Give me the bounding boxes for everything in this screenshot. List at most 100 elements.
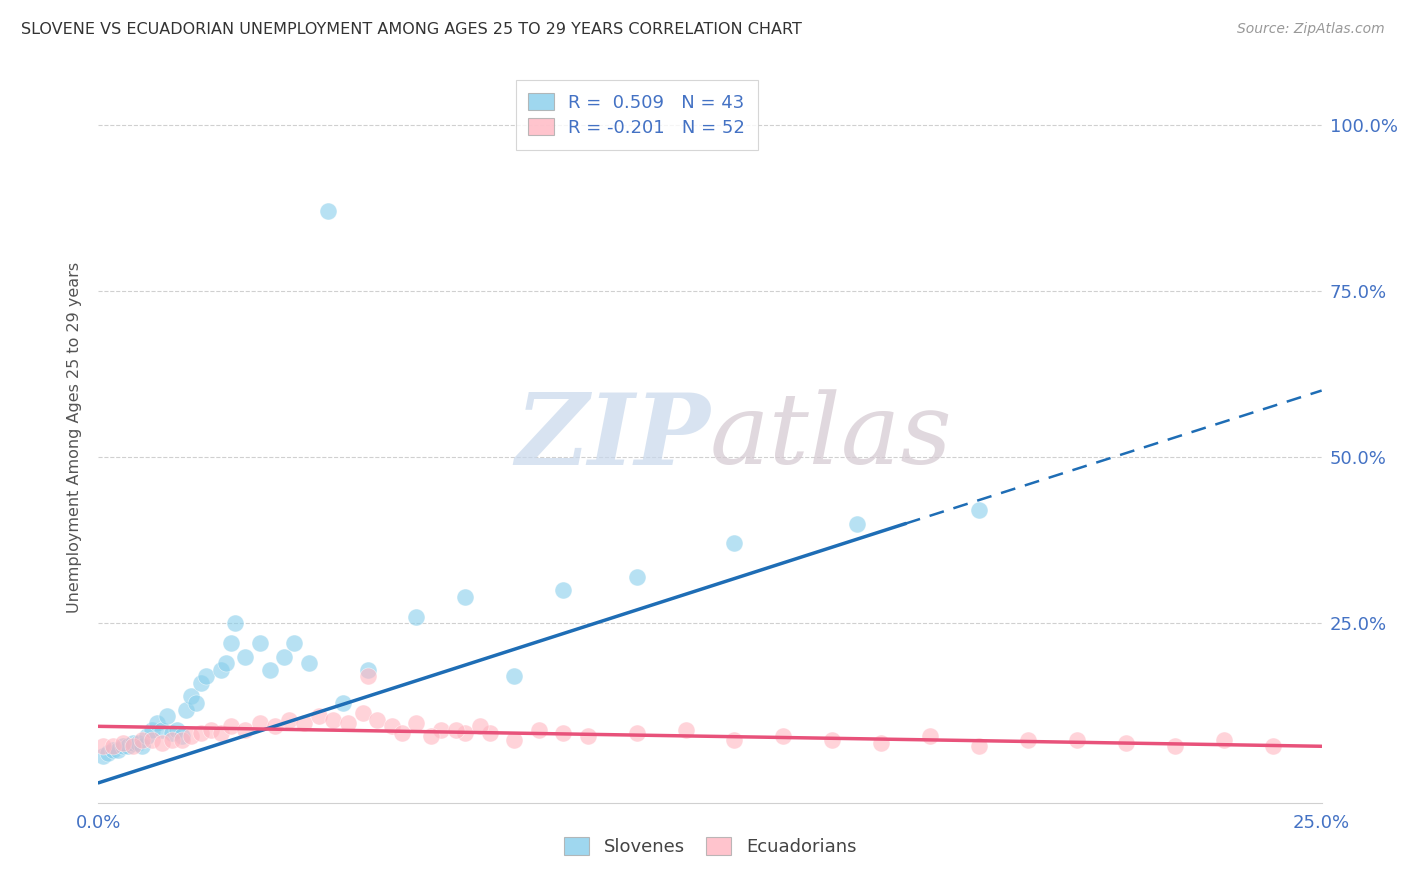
Point <box>336 716 359 731</box>
Point <box>273 649 295 664</box>
Point <box>468 719 491 733</box>
Point <box>527 723 550 737</box>
Point <box>454 590 477 604</box>
Point <box>1066 732 1088 747</box>
Point <box>91 749 114 764</box>
Y-axis label: Unemployment Among Ages 25 to 29 years: Unemployment Among Ages 25 to 29 years <box>67 261 83 613</box>
Point <box>454 726 477 740</box>
Point <box>283 636 305 650</box>
Point <box>503 732 526 747</box>
Point <box>553 726 575 740</box>
Point <box>186 696 208 710</box>
Point <box>121 739 143 754</box>
Point <box>117 739 139 754</box>
Point <box>146 716 169 731</box>
Point <box>176 703 198 717</box>
Text: Source: ZipAtlas.com: Source: ZipAtlas.com <box>1237 22 1385 37</box>
Point <box>131 732 153 747</box>
Point <box>870 736 893 750</box>
Point <box>391 726 413 740</box>
Point <box>430 723 453 737</box>
Point <box>405 609 427 624</box>
Point <box>1017 732 1039 747</box>
Point <box>332 696 354 710</box>
Point <box>190 726 212 740</box>
Point <box>626 570 648 584</box>
Point <box>249 716 271 731</box>
Point <box>967 503 990 517</box>
Point <box>111 736 134 750</box>
Point <box>209 663 232 677</box>
Point <box>845 516 868 531</box>
Point <box>553 582 575 597</box>
Point <box>141 732 163 747</box>
Point <box>224 616 246 631</box>
Point <box>322 713 344 727</box>
Point <box>209 726 232 740</box>
Point <box>180 729 202 743</box>
Legend: Slovenes, Ecuadorians: Slovenes, Ecuadorians <box>557 830 863 863</box>
Point <box>772 729 794 743</box>
Point <box>249 636 271 650</box>
Point <box>292 716 315 731</box>
Point <box>308 709 330 723</box>
Point <box>723 536 745 550</box>
Point <box>111 739 134 754</box>
Point <box>200 723 222 737</box>
Point <box>219 636 242 650</box>
Point <box>150 736 173 750</box>
Point <box>190 676 212 690</box>
Point <box>420 729 443 743</box>
Point <box>366 713 388 727</box>
Point <box>259 663 281 677</box>
Point <box>821 732 844 747</box>
Point <box>298 656 321 670</box>
Point <box>136 729 159 743</box>
Point <box>263 719 285 733</box>
Point <box>723 732 745 747</box>
Point <box>101 739 124 754</box>
Point <box>1261 739 1284 754</box>
Point <box>214 656 236 670</box>
Point <box>318 204 340 219</box>
Point <box>91 739 114 754</box>
Text: atlas: atlas <box>710 390 953 484</box>
Point <box>219 719 242 733</box>
Point <box>150 723 173 737</box>
Point <box>97 746 120 760</box>
Point <box>381 719 404 733</box>
Point <box>127 736 149 750</box>
Point <box>195 669 218 683</box>
Point <box>180 690 202 704</box>
Point <box>444 723 467 737</box>
Point <box>1212 732 1234 747</box>
Point <box>170 729 193 743</box>
Point <box>160 726 183 740</box>
Point <box>356 669 378 683</box>
Point <box>233 649 256 664</box>
Point <box>141 723 163 737</box>
Point <box>107 742 129 756</box>
Text: SLOVENE VS ECUADORIAN UNEMPLOYMENT AMONG AGES 25 TO 29 YEARS CORRELATION CHART: SLOVENE VS ECUADORIAN UNEMPLOYMENT AMONG… <box>21 22 801 37</box>
Point <box>356 663 378 677</box>
Point <box>405 716 427 731</box>
Point <box>675 723 697 737</box>
Point <box>478 726 501 740</box>
Point <box>131 739 153 754</box>
Point <box>920 729 942 743</box>
Point <box>121 736 143 750</box>
Point <box>160 732 183 747</box>
Point <box>233 723 256 737</box>
Point <box>170 732 193 747</box>
Text: ZIP: ZIP <box>515 389 710 485</box>
Point <box>101 742 124 756</box>
Point <box>156 709 179 723</box>
Point <box>1115 736 1137 750</box>
Point <box>503 669 526 683</box>
Point <box>1164 739 1187 754</box>
Point <box>576 729 599 743</box>
Point <box>278 713 301 727</box>
Point <box>967 739 990 754</box>
Point <box>352 706 374 720</box>
Point <box>166 723 188 737</box>
